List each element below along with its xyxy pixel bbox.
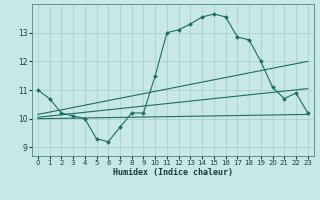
- X-axis label: Humidex (Indice chaleur): Humidex (Indice chaleur): [113, 168, 233, 177]
